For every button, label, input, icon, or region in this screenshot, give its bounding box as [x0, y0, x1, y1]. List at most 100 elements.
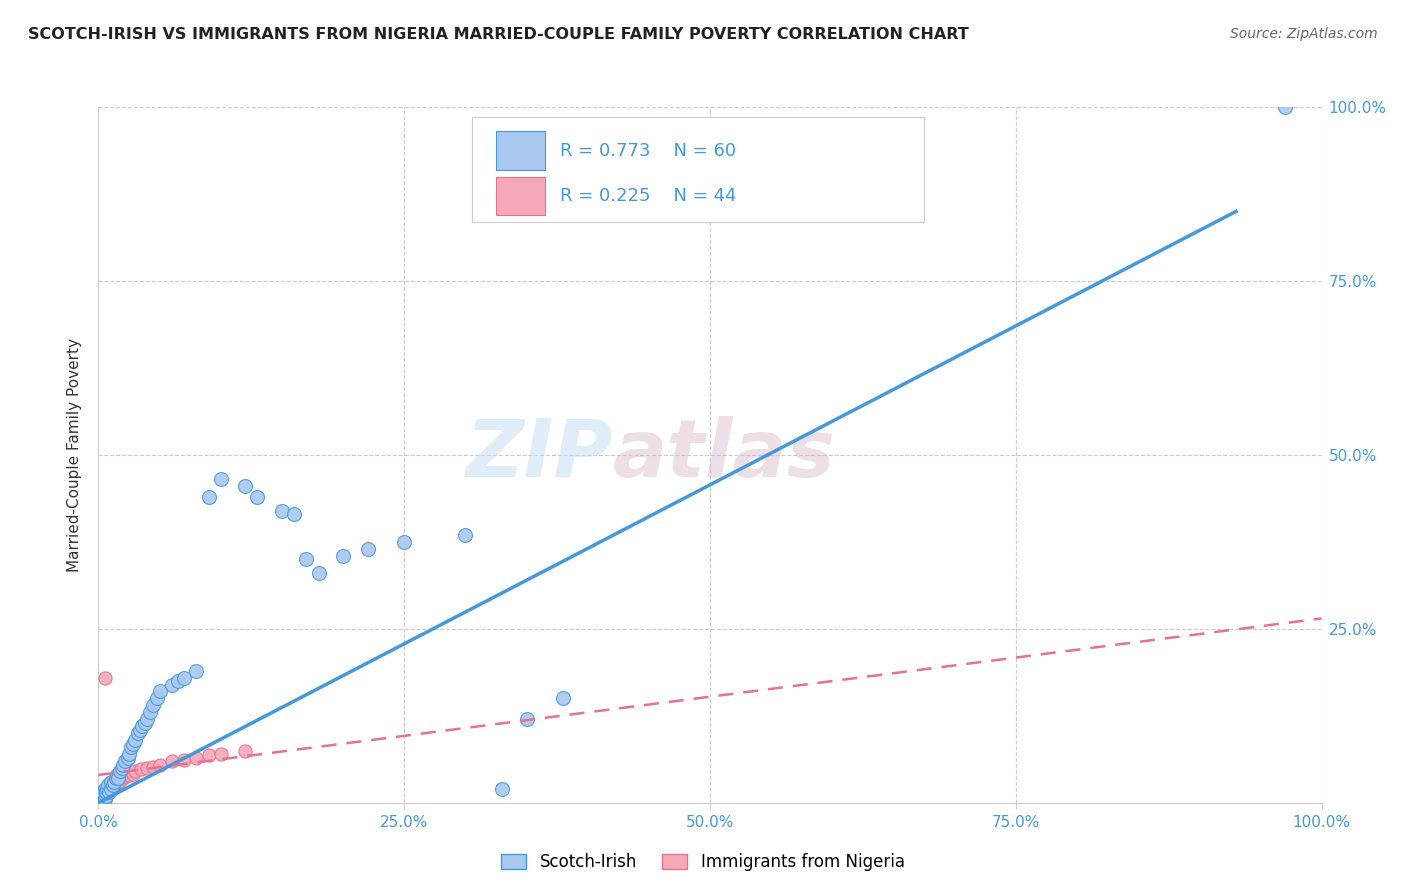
Point [270, 503, 294, 517]
Point [139, 706, 162, 720]
Point [100, 781, 122, 796]
Point [515, 712, 537, 726]
Point [1274, 100, 1296, 114]
Point [93, 781, 115, 796]
Point [89, 794, 111, 808]
Text: Source: ZipAtlas.com: Source: ZipAtlas.com [1230, 27, 1378, 41]
Point [136, 761, 159, 775]
Text: SCOTCH-IRISH VS IMMIGRANTS FROM NIGERIA MARRIED-COUPLE FAMILY POVERTY CORRELATIO: SCOTCH-IRISH VS IMMIGRANTS FROM NIGERIA … [28, 27, 969, 42]
Point [160, 754, 183, 768]
Point [89, 794, 111, 808]
Point [90, 789, 112, 803]
Point [103, 775, 125, 789]
Point [131, 719, 153, 733]
Point [91, 785, 114, 799]
FancyBboxPatch shape [471, 118, 924, 222]
Point [100, 778, 122, 792]
Point [233, 479, 256, 493]
Point [149, 684, 172, 698]
Point [197, 490, 219, 504]
Legend: Scotch-Irish, Immigrants from Nigeria: Scotch-Irish, Immigrants from Nigeria [494, 845, 912, 880]
Point [90, 792, 112, 806]
Point [96, 788, 118, 802]
Point [91, 789, 114, 803]
Point [100, 781, 122, 796]
Text: R = 0.773    N = 60: R = 0.773 N = 60 [560, 142, 735, 160]
Point [134, 715, 156, 730]
Point [89, 792, 111, 806]
Point [308, 566, 330, 581]
Point [121, 737, 143, 751]
Point [197, 748, 219, 763]
Point [96, 781, 118, 796]
Point [186, 750, 208, 764]
Point [173, 671, 195, 685]
Point [100, 775, 122, 789]
Point [90, 794, 112, 808]
Point [91, 792, 114, 806]
Point [93, 788, 115, 802]
Point [117, 750, 139, 764]
Point [111, 772, 134, 786]
Point [90, 791, 112, 805]
Point [127, 726, 149, 740]
Point [97, 785, 120, 799]
Point [89, 790, 111, 805]
Point [105, 775, 128, 789]
Point [118, 768, 141, 782]
Point [114, 769, 136, 783]
Point [91, 789, 114, 803]
Point [101, 780, 124, 795]
Point [283, 507, 305, 521]
Point [186, 664, 208, 678]
Point [160, 677, 183, 691]
Point [98, 785, 121, 799]
Point [97, 778, 120, 792]
Point [110, 764, 132, 779]
Point [94, 789, 117, 803]
Point [96, 781, 118, 796]
Point [110, 773, 132, 788]
Point [93, 792, 115, 806]
Point [124, 764, 146, 779]
Point [173, 753, 195, 767]
Point [91, 788, 114, 802]
Point [111, 761, 134, 775]
Point [93, 790, 115, 805]
Point [142, 698, 165, 713]
Point [295, 552, 318, 566]
Point [209, 747, 232, 761]
FancyBboxPatch shape [496, 131, 546, 169]
Point [89, 794, 111, 808]
Point [94, 789, 117, 803]
Point [118, 747, 141, 761]
Point [454, 528, 477, 542]
Point [98, 783, 121, 797]
Point [209, 472, 232, 486]
Point [146, 691, 169, 706]
Point [136, 712, 159, 726]
Point [91, 790, 114, 805]
Point [129, 723, 152, 737]
Point [233, 744, 256, 758]
Point [91, 792, 114, 806]
Point [104, 772, 127, 786]
Point [332, 549, 354, 563]
Point [129, 763, 152, 777]
Point [142, 759, 165, 773]
Point [124, 733, 146, 747]
Point [91, 791, 114, 805]
Point [246, 490, 269, 504]
Point [392, 535, 416, 549]
Text: ZIP: ZIP [465, 416, 612, 494]
Point [91, 785, 114, 799]
Point [103, 778, 125, 792]
Point [167, 674, 190, 689]
Text: R = 0.225    N = 44: R = 0.225 N = 44 [560, 186, 737, 205]
Point [105, 768, 128, 782]
Point [356, 541, 378, 556]
Point [149, 757, 172, 772]
Point [91, 790, 114, 805]
Point [107, 776, 129, 790]
Point [107, 772, 129, 786]
